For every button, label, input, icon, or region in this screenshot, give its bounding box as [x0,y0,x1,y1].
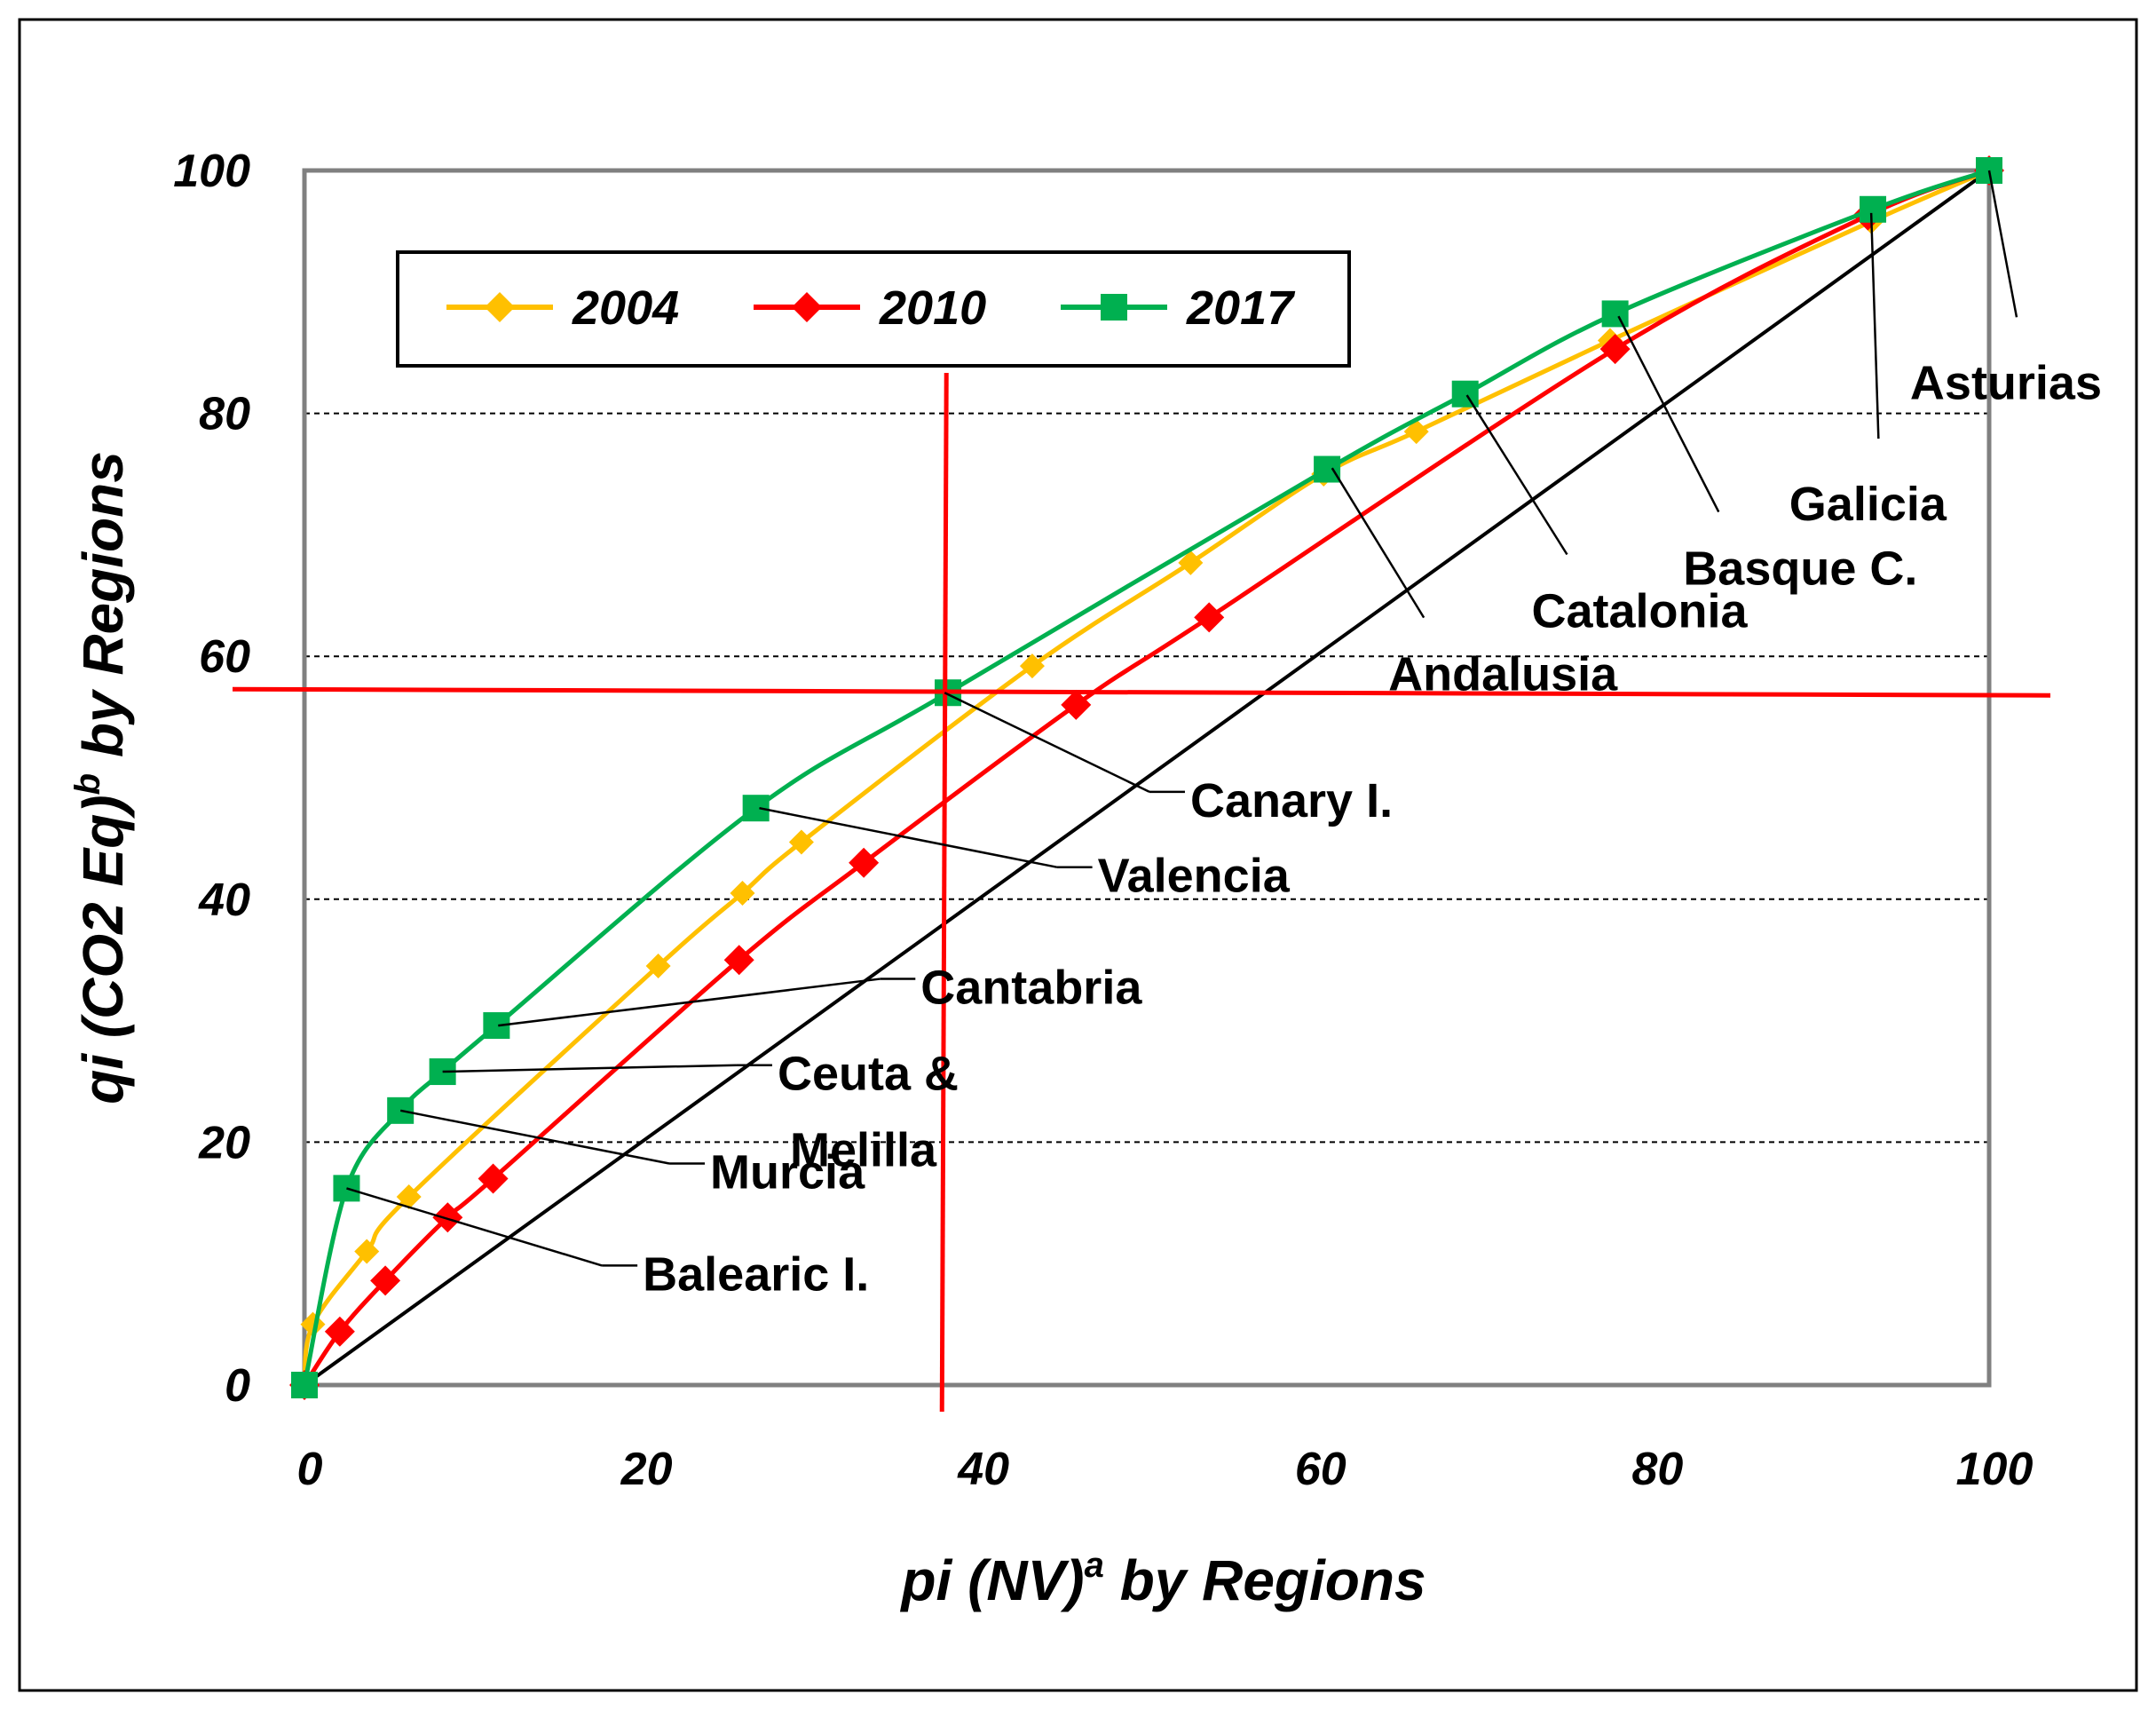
equality-line [303,169,1991,1387]
legend-marker-2004 [485,292,515,322]
series-line-2010 [302,168,1990,1387]
x-tick-label-40: 40 [957,1444,1009,1495]
y-tick-label-60: 60 [199,631,250,683]
plot-border [302,168,1992,1388]
region-label-basque-c: Basque C. [1683,542,1917,596]
leader-line-basque-c [1617,315,1720,513]
leader-line-murcia [399,1109,670,1165]
region-label-murcia: Murcia [710,1145,865,1199]
leader-line-galicia [1869,212,1880,439]
leader-line-ceuta-melilla [442,1064,737,1073]
leader-line-balearic-i [346,1187,603,1267]
legend-label-2010: 2010 [879,281,986,335]
point-2017-8 [1451,380,1479,408]
y-tick-label-20: 20 [198,1117,250,1168]
point-2004-5 [730,880,755,906]
y-axis-title: qi (CO2 Eq)b by Regions [68,451,135,1104]
point-2010-7 [1061,689,1092,720]
legend-marker-2017 [1101,294,1127,321]
reference-line-horizontal [232,686,2051,698]
y-tick-label-80: 80 [199,389,250,440]
point-2010-6 [849,847,880,878]
x-tick-label-100: 100 [1956,1444,2034,1495]
point-2017-9 [1601,300,1629,328]
leader-line-valencia [759,806,1057,868]
region-label-cantabria: Cantabria [920,962,1142,1015]
point-2017-4 [483,1012,510,1040]
point-2004-2 [354,1239,380,1264]
leader-line-cantabria [498,978,881,1027]
x-tick-label-0: 0 [297,1444,323,1495]
axes: 0 20 40 60 80 100 0 20 40 60 80 100 pi (NV)a by Regi… [68,146,2033,1612]
region-label-galicia: Galicia [1789,478,1947,531]
plot-area [232,155,2051,1413]
x-tick-label-60: 60 [1295,1444,1347,1495]
region-label-andalusia: Andalusia [1388,648,1618,701]
point-2010-5 [723,945,754,976]
region-label-ceuta-melilla-line-2: Melilla [790,1124,937,1177]
point-2010-2 [370,1265,401,1296]
region-label-catalonia: Catalonia [1531,584,1748,637]
y-tick-label-100: 100 [173,146,250,197]
point-2017-0 [291,1372,318,1398]
region-label-ceuta-melilla-line-1: Ceuta & [778,1048,959,1101]
point-2017-7 [1314,455,1341,483]
point-2004-6 [788,829,814,855]
series-2010 [289,155,2004,1400]
y-tick-label-40: 40 [198,875,250,926]
leader-line-andalusia [1331,467,1425,619]
point-2010-8 [1194,602,1225,633]
point-2004-3 [396,1184,422,1209]
x-tick-label-20: 20 [620,1444,673,1495]
region-label-balearic-i: Balearic I. [643,1247,869,1301]
point-2017-10 [1860,195,1887,223]
legend: 2004 2010 2017 [396,250,1351,368]
leader-line-catalonia [1465,394,1568,556]
x-tick-label-80: 80 [1631,1444,1683,1495]
reference-line-vertical [939,372,949,1413]
legend-label-2017: 2017 [1186,281,1296,335]
point-2010-4 [478,1163,509,1194]
point-2004-4 [645,954,671,979]
point-2010-9 [1599,334,1631,365]
region-label-valencia: Valencia [1098,850,1291,903]
x-axis-title: pi (NV)a by Regions [899,1546,1425,1612]
point-2010-3 [432,1202,463,1233]
legend-marker-2010 [792,292,822,322]
point-2010-1 [324,1316,355,1347]
region-label-canary-i: Canary I. [1190,774,1393,827]
point-2004-8 [1178,550,1204,575]
leader-line-canary-i [944,692,1150,794]
y-tick-label-0: 0 [225,1360,250,1412]
legend-box [396,250,1351,368]
point-2004-7 [1019,653,1045,679]
annotations: Asturias Galicia Basque C.Catalonia Andalus… [346,170,2102,1301]
region-label-asturias: Asturias [1910,356,2102,409]
leader-line-asturias [1987,170,2018,318]
legend-label-2004: 2004 [572,281,679,335]
